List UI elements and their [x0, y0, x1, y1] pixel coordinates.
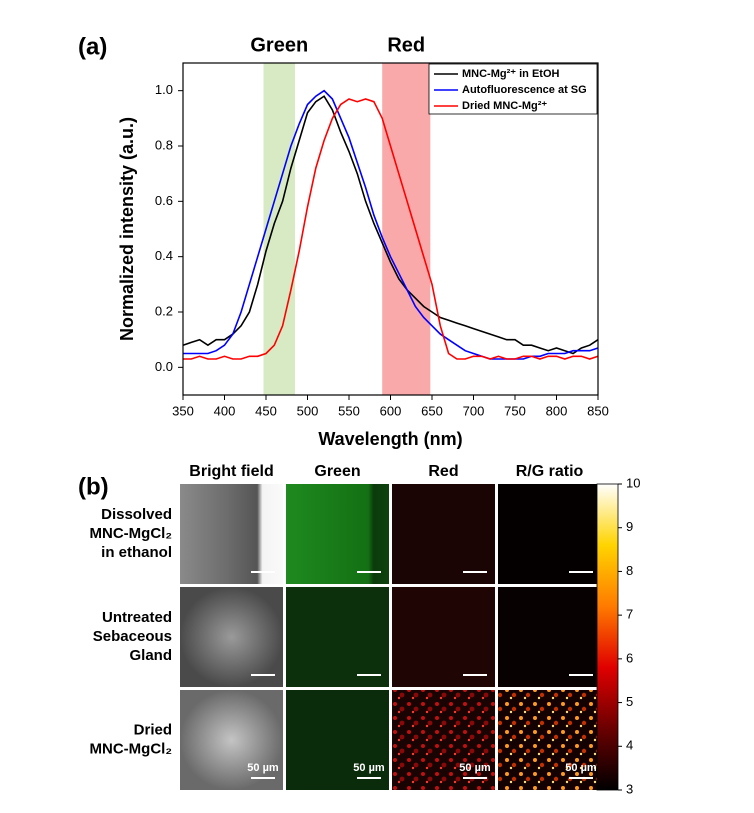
- panel-label: (b): [78, 473, 109, 500]
- x-tick-label: 800: [546, 403, 568, 418]
- micrograph: [286, 484, 389, 584]
- micrograph: [392, 484, 495, 584]
- row-label: Dissolved: [101, 506, 172, 523]
- x-tick-label: 850: [587, 403, 609, 418]
- y-tick-label: 0.2: [155, 303, 173, 318]
- scale-bar-label: 50 µm: [565, 762, 597, 774]
- micrograph: [286, 690, 389, 790]
- series-line: [183, 89, 599, 360]
- scale-bar-label: 50 µm: [353, 762, 385, 774]
- row-label: MNC-MgCl₂: [90, 525, 172, 542]
- colorbar-tick-label: 6: [626, 650, 633, 665]
- column-header: Green: [314, 463, 360, 480]
- row-label: Gland: [129, 647, 172, 664]
- row-label: Sebaceous: [93, 628, 172, 645]
- row-label: MNC-MgCl₂: [90, 740, 172, 757]
- row-label: in ethanol: [101, 544, 172, 561]
- column-header: Bright field: [189, 463, 273, 480]
- x-tick-label: 750: [504, 403, 526, 418]
- y-tick-label: 0.8: [155, 137, 173, 152]
- colorbar-tick-label: 3: [626, 781, 633, 796]
- x-tick-label: 350: [172, 403, 194, 418]
- micrograph: [286, 587, 389, 687]
- x-axis-label: Wavelength (nm): [318, 429, 462, 449]
- series-line: [183, 98, 599, 360]
- colorbar-tick-label: 7: [626, 607, 633, 622]
- micrograph: [498, 690, 601, 790]
- band-label: Green: [250, 34, 308, 56]
- legend-label: MNC-Mg²⁺ in EtOH: [462, 68, 560, 80]
- band: [263, 63, 296, 395]
- micrograph: [498, 587, 601, 687]
- colorbar-tick-label: 9: [626, 519, 633, 534]
- legend-label: Dried MNC-Mg²⁺: [462, 100, 547, 112]
- micrograph: [180, 484, 283, 584]
- colorbar-tick-label: 4: [626, 738, 633, 753]
- x-tick-label: 400: [214, 403, 236, 418]
- colorbar: [596, 483, 619, 791]
- y-tick-label: 0.6: [155, 193, 173, 208]
- column-header: R/G ratio: [516, 463, 584, 480]
- x-tick-label: 500: [297, 403, 319, 418]
- scale-bar-label: 50 µm: [459, 762, 491, 774]
- colorbar-tick-label: 8: [626, 563, 633, 578]
- legend-label: Autofluorescence at SG: [462, 84, 587, 96]
- micrograph: [180, 690, 283, 790]
- y-tick-label: 0.4: [155, 248, 173, 263]
- x-tick-label: 450: [255, 403, 277, 418]
- micrograph: [498, 484, 601, 584]
- micrograph: [392, 690, 495, 790]
- colorbar-tick-label: 10: [626, 475, 640, 490]
- colorbar-tick-label: 5: [626, 694, 633, 709]
- x-tick-label: 700: [463, 403, 485, 418]
- x-tick-label: 600: [380, 403, 402, 418]
- row-label: Untreated: [102, 609, 172, 626]
- micrograph: [180, 587, 283, 687]
- legend-box: [428, 63, 598, 115]
- band: [382, 63, 431, 395]
- series-line: [182, 95, 599, 355]
- column-header: Red: [428, 463, 458, 480]
- band-label: Red: [387, 34, 425, 56]
- row-label: Dried: [134, 721, 172, 738]
- x-tick-label: 650: [421, 403, 443, 418]
- x-tick-label: 550: [338, 403, 360, 418]
- y-tick-label: 0.0: [155, 359, 173, 374]
- y-tick-label: 1.0: [155, 82, 173, 97]
- micrograph: [392, 587, 495, 687]
- y-axis-label: Normalized intensity (a.u.): [117, 117, 137, 341]
- panel-label: (a): [78, 33, 107, 60]
- scale-bar-label: 50 µm: [247, 762, 279, 774]
